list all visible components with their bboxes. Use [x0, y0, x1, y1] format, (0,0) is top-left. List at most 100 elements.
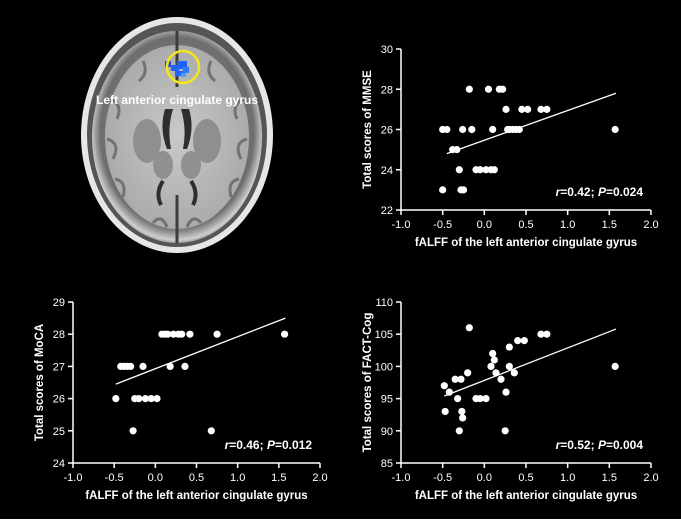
y-tick-label: 90 — [381, 426, 393, 438]
x-tick-label: 2.0 — [643, 219, 658, 231]
brain-image-panel: Left anterior cingulate gyrus — [63, 9, 291, 259]
data-point — [543, 105, 551, 113]
data-point — [489, 349, 497, 358]
data-point — [476, 166, 484, 174]
x-tick-label: -0.5 — [105, 472, 124, 484]
y-tick-label: 26 — [381, 125, 393, 137]
data-point — [453, 146, 461, 154]
x-tick-label: -0.5 — [433, 219, 452, 231]
y-axis-label: Total scores of MMSE — [362, 70, 374, 189]
data-point — [127, 362, 135, 370]
data-point — [213, 330, 221, 338]
data-point — [454, 395, 462, 403]
y-tick-label: 95 — [381, 394, 393, 406]
data-point — [164, 330, 172, 338]
regression-line — [446, 92, 617, 155]
annotation-p-value: =0.024 — [606, 185, 643, 199]
x-tick-label: 1.0 — [230, 472, 245, 484]
data-point — [484, 85, 493, 93]
data-point — [518, 105, 526, 113]
data-point — [186, 330, 194, 338]
roi-circle-icon — [165, 49, 201, 85]
data-point — [135, 395, 143, 403]
y-tick-label: 27 — [53, 361, 65, 373]
data-point — [139, 362, 147, 370]
y-tick-label: 85 — [381, 458, 393, 470]
x-tick-label: 1.5 — [602, 472, 617, 484]
data-point — [489, 125, 497, 134]
data-point — [169, 330, 178, 338]
data-point — [207, 427, 215, 435]
y-axis-label: Total scores of MoCA — [34, 324, 46, 441]
data-point — [445, 388, 453, 396]
data-point — [455, 427, 463, 435]
annotation-r-value: =0.46; — [229, 438, 267, 452]
x-tick-label: -1.0 — [392, 219, 411, 231]
annotation-r-symbol: r — [556, 185, 562, 199]
x-tick-label: 2.0 — [312, 472, 327, 484]
data-point — [502, 388, 510, 396]
annotation-r-symbol: r — [225, 438, 231, 452]
data-point — [459, 125, 467, 134]
y-axis-label: Total scores of FACT-Cog — [362, 313, 374, 453]
data-point — [458, 407, 466, 416]
y-tick-label: 28 — [381, 84, 393, 96]
annotation-p-value: =0.012 — [275, 438, 312, 452]
data-point — [451, 375, 459, 383]
annotation-p-symbol: P — [598, 185, 607, 199]
x-tick-label: 1.0 — [560, 219, 575, 231]
data-point — [524, 105, 532, 113]
x-tick-label: 1.0 — [560, 472, 575, 484]
data-point — [505, 343, 513, 351]
data-point — [443, 125, 451, 134]
x-axis-label: fALFF of the left anterior cingulate gyr… — [415, 490, 637, 502]
data-point — [520, 337, 528, 345]
data-point — [497, 375, 505, 383]
regression-line — [444, 328, 617, 397]
data-point — [490, 356, 498, 364]
data-point — [537, 330, 545, 338]
data-point — [459, 414, 467, 422]
annotation-r-symbol: r — [556, 438, 562, 452]
x-tick-label: 0.0 — [148, 472, 163, 484]
correlation-annotation: r=0.52; P=0.004 — [556, 438, 644, 452]
correlation-annotation: r=0.46; P=0.012 — [225, 438, 313, 452]
data-point — [465, 85, 473, 93]
x-tick-label: 0.0 — [477, 472, 492, 484]
data-point — [476, 395, 484, 403]
data-point — [611, 362, 619, 370]
data-point — [514, 337, 522, 345]
data-point — [492, 369, 500, 377]
data-point — [440, 382, 448, 390]
x-tick-label: 0.5 — [189, 472, 204, 484]
y-tick-label: 26 — [53, 394, 65, 406]
x-tick-label: 0.0 — [477, 219, 492, 231]
data-point — [141, 395, 150, 403]
annotation-p-symbol: P — [267, 438, 276, 452]
x-tick-label: 1.5 — [602, 219, 617, 231]
y-tick-label: 30 — [381, 44, 393, 56]
x-tick-label: -1.0 — [392, 472, 411, 484]
data-point — [439, 186, 447, 194]
data-point — [129, 427, 137, 435]
data-point — [441, 407, 449, 416]
y-tick-label: 110 — [375, 297, 393, 309]
annotation-p-value: =0.004 — [606, 438, 643, 452]
data-point — [487, 362, 495, 370]
data-point — [112, 395, 120, 403]
annotation-p-symbol: P — [598, 438, 607, 452]
y-tick-label: 24 — [381, 165, 393, 177]
y-tick-label: 28 — [53, 329, 65, 341]
y-tick-label: 25 — [53, 426, 65, 438]
data-point — [455, 166, 463, 174]
data-point — [501, 427, 509, 435]
y-tick-label: 24 — [53, 458, 65, 470]
data-point — [178, 330, 186, 338]
y-tick-label: 22 — [381, 205, 393, 217]
regression-line — [115, 317, 286, 385]
data-point — [181, 362, 189, 370]
data-point — [459, 186, 468, 194]
x-axis-label: fALFF of the left anterior cingulate gyr… — [85, 490, 307, 502]
